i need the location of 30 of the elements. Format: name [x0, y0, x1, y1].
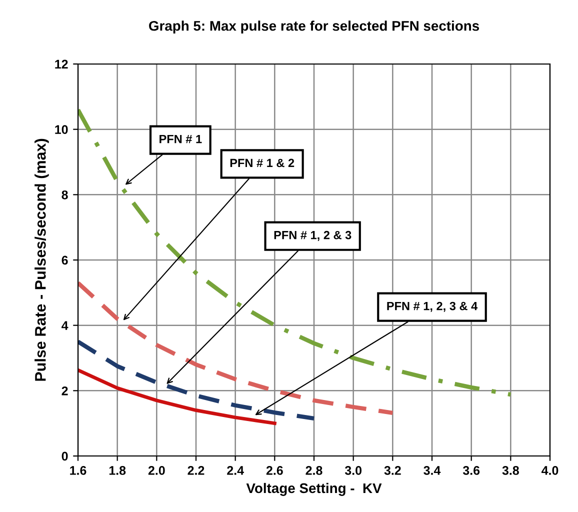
- x-tick-label: 2.4: [227, 466, 244, 475]
- x-tick-label: 3.4: [424, 466, 441, 475]
- x-tick-label: 3.0: [344, 466, 362, 475]
- y-tick-label: 10: [55, 125, 68, 134]
- x-tick-label: 4.0: [542, 466, 558, 475]
- annotation: PFN # 1 & 2: [230, 158, 294, 168]
- y-tick-label: 2: [62, 386, 68, 396]
- x-tick-label: 1.6: [70, 466, 86, 475]
- y-tick-label: 12: [55, 60, 68, 69]
- y-tick-label: 4: [62, 321, 68, 330]
- line-series: [78, 108, 513, 397]
- line-series: [78, 340, 316, 421]
- x-axis-title: Voltage Setting - KV: [246, 482, 382, 496]
- annotation: PFN # 1: [160, 134, 202, 144]
- x-tick-label: 2.6: [266, 466, 283, 475]
- chart-title: Graph 5: Max pulse rate for selected PFN sections: [149, 20, 480, 34]
- y-tick-label: 6: [62, 256, 68, 265]
- x-tick-label: 3.6: [462, 466, 480, 475]
- line-series: [78, 368, 276, 426]
- x-tick-label: 2.2: [188, 466, 204, 475]
- x-tick-label: 1.8: [109, 466, 126, 475]
- annotation: PFN # 1, 2, 3 & 4: [387, 302, 478, 312]
- y-tick-label: 8: [62, 190, 68, 200]
- x-tick-label: 2.8: [306, 466, 322, 475]
- x-tick-label: 3.2: [384, 466, 401, 475]
- x-tick-label: 2.0: [148, 466, 165, 475]
- x-tick-label: 3.8: [502, 466, 519, 475]
- y-tick-label: 0: [62, 452, 68, 461]
- annotation: PFN # 1, 2 & 3: [274, 230, 352, 241]
- y-axis-title: Pulse Rate - Pulses/second (max): [34, 138, 49, 381]
